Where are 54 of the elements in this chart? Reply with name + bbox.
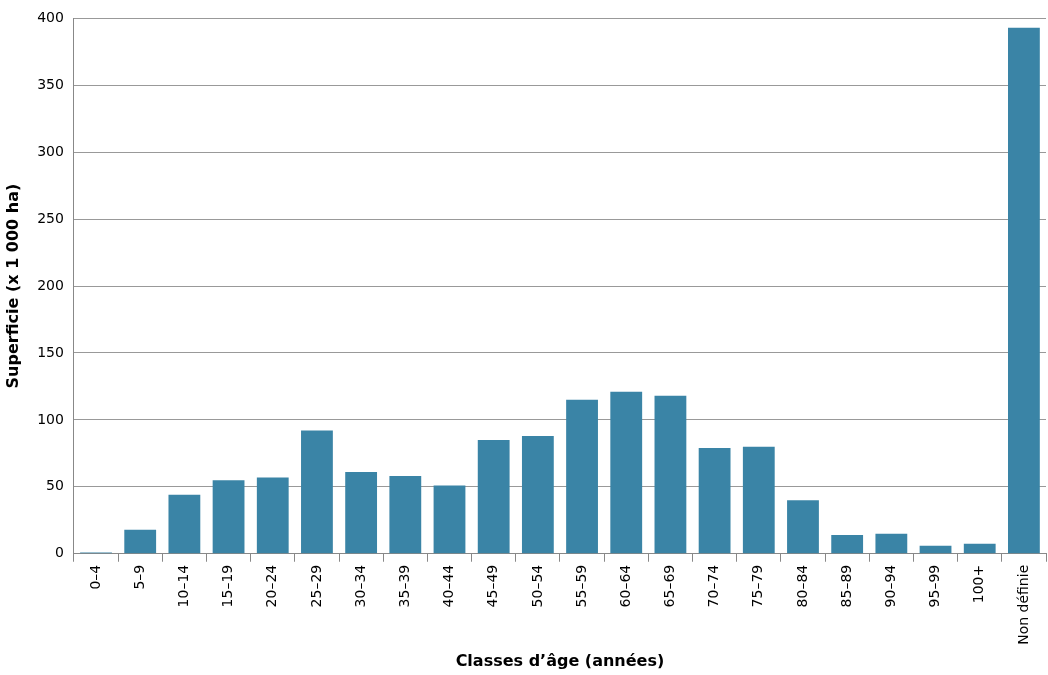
y-tick-label: 200: [37, 276, 64, 293]
x-tick-label: 40–44: [440, 564, 457, 608]
bar: [212, 480, 245, 554]
x-tick-label: 95–99: [926, 564, 943, 608]
y-tick-label: 50: [46, 477, 64, 494]
y-tick-label: 150: [37, 343, 64, 360]
bar: [124, 529, 157, 554]
bar: [831, 535, 864, 554]
x-tick-label: 15–19: [219, 564, 236, 608]
bar: [301, 430, 333, 554]
x-tick-label: 80–84: [793, 564, 810, 608]
x-tick-label: 65–69: [661, 564, 678, 608]
bar: [566, 399, 598, 554]
x-tick-label: 5–9: [130, 564, 147, 590]
x-tick-label: 35–39: [395, 564, 412, 608]
bar: [698, 448, 731, 554]
x-tick-label: Non définie: [1014, 564, 1031, 645]
x-tick-label: 25–29: [307, 564, 324, 608]
bar: [345, 472, 378, 554]
x-tick-label: 0–4: [86, 564, 103, 590]
y-tick-label: 100: [37, 410, 64, 427]
bar: [742, 446, 775, 554]
x-tick-label: 30–34: [351, 564, 368, 608]
y-tick-label: 0: [55, 544, 64, 561]
bar: [963, 543, 996, 554]
bar: [168, 494, 201, 554]
x-tick-label: 10–14: [175, 564, 192, 608]
x-tick-label: 90–94: [881, 564, 898, 608]
bar: [477, 439, 510, 554]
x-tick-label: 60–64: [616, 564, 633, 608]
x-tick-label: 70–74: [705, 564, 722, 608]
y-tick-label: 300: [37, 142, 64, 159]
bar: [919, 545, 952, 554]
x-tick-label: 45–49: [484, 564, 501, 608]
bar: [787, 500, 819, 554]
x-tick-label: 50–54: [528, 564, 545, 608]
bar: [389, 476, 422, 554]
x-tick-label: 100+: [970, 564, 987, 604]
bar: [875, 533, 908, 554]
bar: [433, 485, 466, 554]
bar: [256, 477, 289, 554]
bar: [521, 435, 554, 554]
x-tick-label: 55–59: [572, 564, 589, 608]
y-tick-label: 350: [37, 75, 64, 92]
x-tick-label: 20–24: [263, 564, 280, 608]
bar: [654, 395, 687, 554]
bar: [610, 391, 643, 554]
x-tick-label: 75–79: [749, 564, 766, 608]
x-axis-title: Classes d’âge (années): [455, 650, 665, 670]
y-tick-label: 250: [37, 209, 64, 226]
y-tick-label: 400: [37, 9, 64, 26]
bar: [1008, 27, 1040, 554]
x-tick-label: 85–89: [837, 564, 854, 608]
y-axis-title: Superficie (x 1 000 ha): [2, 183, 22, 389]
